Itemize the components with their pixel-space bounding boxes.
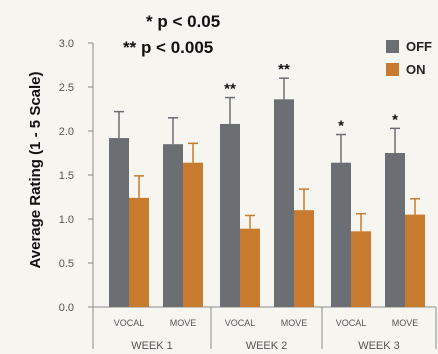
y-tick-label: 0.0 bbox=[59, 302, 74, 314]
significance-note-2: ** p < 0.005 bbox=[123, 38, 213, 57]
x-category-label: MOVE bbox=[392, 318, 419, 328]
bar-off bbox=[274, 99, 294, 307]
x-category-label: VOCAL bbox=[336, 318, 367, 328]
x-group-label: WEEK 2 bbox=[246, 340, 288, 349]
legend-label: ON bbox=[406, 62, 426, 77]
x-category-label: VOCAL bbox=[114, 318, 145, 328]
bar-on bbox=[405, 214, 425, 307]
bar-on bbox=[294, 210, 314, 307]
legend-swatch bbox=[386, 40, 399, 53]
bar-on bbox=[240, 228, 260, 307]
y-tick-label: 2.5 bbox=[59, 82, 74, 94]
bar-off bbox=[109, 138, 129, 307]
x-group-label: WEEK 1 bbox=[131, 340, 173, 349]
bar-off bbox=[220, 123, 240, 308]
significance-note-1: * p < 0.05 bbox=[146, 12, 220, 31]
y-tick-label: 1.0 bbox=[59, 214, 74, 226]
x-category-label: MOVE bbox=[281, 318, 308, 328]
y-axis-title: Average Rating (1 - 5 Scale) bbox=[27, 71, 44, 268]
x-category-label: VOCAL bbox=[225, 318, 256, 328]
bar-on bbox=[351, 231, 371, 307]
significance-marker: ** bbox=[224, 81, 236, 98]
x-category-label: MOVE bbox=[170, 318, 197, 328]
significance-marker: ** bbox=[278, 61, 290, 78]
significance-marker: * bbox=[338, 118, 344, 135]
x-group-label: WEEK 3 bbox=[358, 340, 400, 349]
y-tick-label: 2.0 bbox=[59, 126, 74, 138]
bar-off bbox=[163, 144, 183, 307]
y-tick-label: 3.0 bbox=[59, 38, 74, 50]
significance-marker: * bbox=[392, 111, 398, 128]
y-tick-label: 0.5 bbox=[59, 258, 74, 270]
bar-off bbox=[331, 162, 351, 307]
bar-off bbox=[385, 153, 405, 307]
bar-on bbox=[183, 162, 203, 307]
bar-on bbox=[129, 197, 149, 307]
legend-swatch bbox=[386, 63, 399, 76]
legend-label: OFF bbox=[406, 39, 432, 54]
y-tick-label: 1.5 bbox=[59, 170, 74, 182]
